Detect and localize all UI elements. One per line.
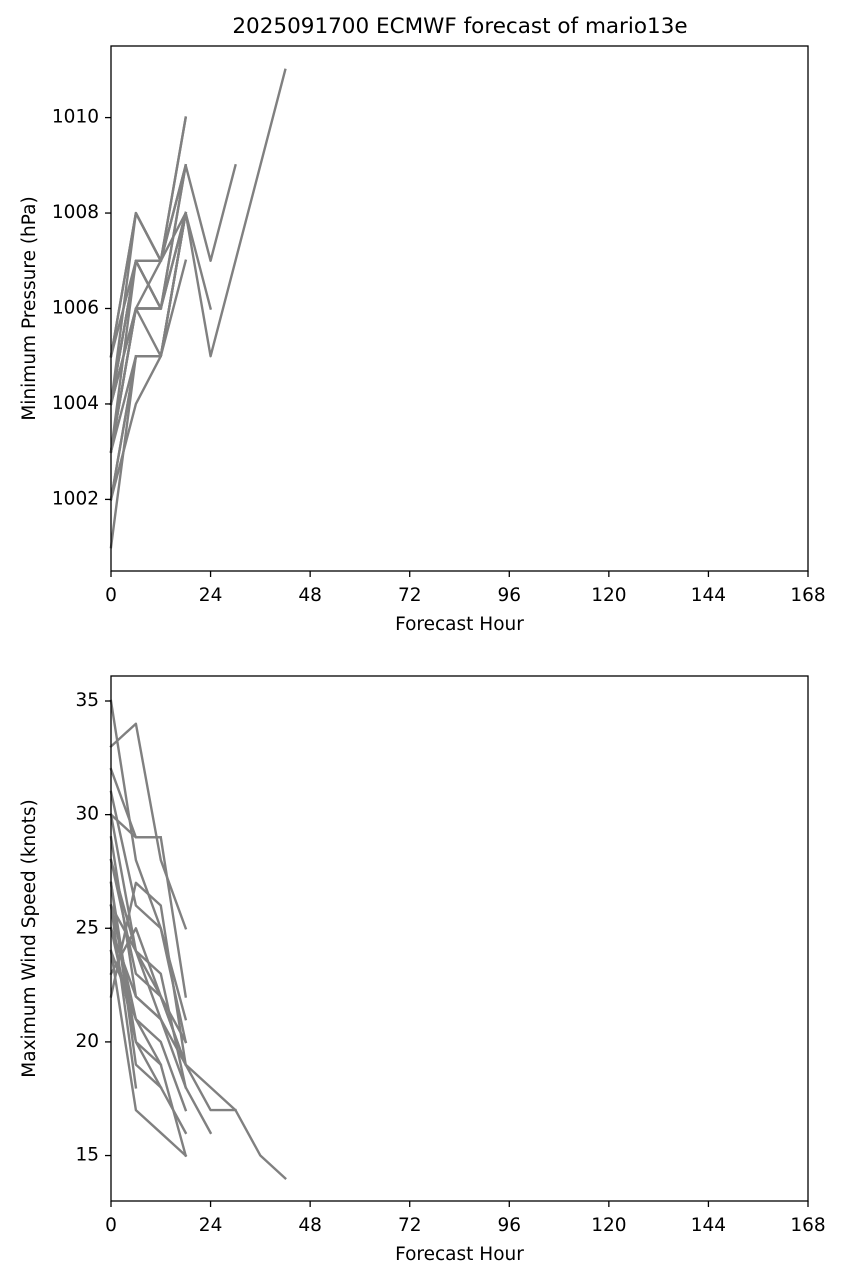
wind-series-line-3: [109, 722, 188, 930]
pressure-x-tick-label: 24: [199, 585, 223, 606]
pressure-series-line-17: [109, 354, 138, 501]
wind-y-ticks: 15 20 25 30 35: [75, 690, 111, 1166]
wind-x-tick-label: 96: [498, 1215, 522, 1236]
pressure-y-tick-label: 1004: [52, 393, 99, 414]
figure-title: 2025091700 ECMWF forecast of mario13e: [232, 14, 687, 39]
pressure-x-tick-label: 144: [691, 585, 726, 606]
wind-plot: 0 24 48 72 96 120 144 168 15 20 25 30 35 Forecast H…: [19, 675, 826, 1265]
pressure-x-ticks: 0 24 48 72 96 120 144 168: [105, 571, 826, 606]
wind-y-tick-label: 15: [75, 1145, 99, 1166]
pressure-plot: 0 24 48 72 96 120 144 168 10021004100610081010 …: [19, 45, 826, 635]
pressure-y-axis-label: Minimum Pressure (hPa): [19, 196, 40, 420]
wind-series-line-14: [109, 927, 188, 1044]
pressure-x-tick-label: 120: [591, 585, 626, 606]
wind-series-line-16: [109, 881, 163, 1090]
wind-x-tick-label: 72: [398, 1215, 422, 1236]
pressure-x-tick-label: 72: [398, 585, 422, 606]
wind-x-tick-label: 168: [790, 1215, 825, 1236]
wind-x-tick-label: 144: [691, 1215, 726, 1236]
pressure-y-ticks: 1002 1004 1006 1008 1010: [52, 107, 111, 509]
wind-series-line-12: [109, 790, 188, 1021]
pressure-x-tick-label: 0: [105, 585, 117, 606]
pressure-x-tick-label: 96: [498, 585, 522, 606]
wind-series-line-10: [109, 904, 188, 1112]
wind-series-line-18: [109, 813, 163, 1021]
pressure-series-line-14: [109, 211, 163, 358]
pressure-axes-frame: [110, 45, 809, 572]
pressure-series-line-16: [109, 259, 163, 406]
wind-x-tick-label: 120: [591, 1215, 626, 1236]
wind-x-tick-label: 24: [199, 1215, 223, 1236]
wind-axes-frame: [110, 675, 809, 1202]
wind-y-tick-label: 30: [75, 804, 99, 825]
pressure-x-axis-label: Forecast Hour: [395, 614, 524, 635]
wind-x-tick-label: 0: [105, 1215, 117, 1236]
wind-series-line-0: [109, 881, 287, 1180]
wind-series-line-6: [109, 699, 188, 1044]
wind-x-ticks: 0 24 48 72 96 120 144 168: [105, 1201, 826, 1236]
wind-x-tick-label: 48: [298, 1215, 322, 1236]
pressure-y-tick-label: 1008: [52, 202, 99, 223]
wind-y-axis-label: Maximum Wind Speed (knots): [19, 799, 40, 1077]
wind-y-tick-label: 35: [75, 690, 99, 711]
pressure-series-line-15: [109, 307, 162, 454]
pressure-x-tick-label: 168: [790, 585, 825, 606]
pressure-series-layer: [109, 68, 287, 549]
wind-series-line-11: [109, 949, 188, 1158]
pressure-y-tick-label: 1006: [52, 298, 99, 319]
pressure-x-tick-label: 48: [298, 585, 322, 606]
wind-series-line-1: [109, 926, 237, 1112]
pressure-y-tick-label: 1010: [52, 107, 99, 128]
wind-series-layer: [109, 699, 287, 1180]
wind-y-tick-label: 25: [75, 917, 99, 938]
wind-y-tick-label: 20: [75, 1031, 99, 1052]
wind-series-line-19: [109, 904, 138, 1089]
wind-series-line-5: [109, 812, 188, 998]
pressure-y-tick-label: 1002: [52, 488, 99, 509]
wind-x-axis-label: Forecast Hour: [395, 1244, 524, 1265]
